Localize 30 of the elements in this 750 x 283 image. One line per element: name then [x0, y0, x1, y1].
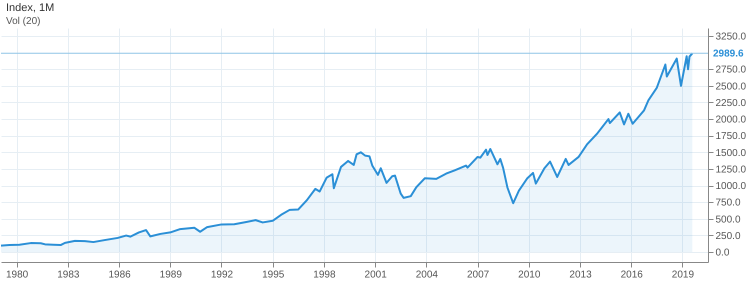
y-tick-label: 750.0 — [716, 198, 741, 209]
y-tick-label: 1750.0 — [716, 131, 747, 142]
y-tick-label: 2500.0 — [716, 81, 747, 92]
y-tick-label: 1000.0 — [716, 181, 747, 192]
x-tick-label: 2001 — [364, 270, 388, 280]
x-tick-label: 1986 — [108, 270, 132, 280]
x-tick-label: 1992 — [210, 270, 234, 280]
x-tick-label: 1995 — [262, 270, 285, 280]
x-tick-label: 2016 — [620, 270, 644, 280]
y-tick-label: 3250.0 — [716, 31, 747, 42]
ref-line-label: 2989.6 — [713, 48, 744, 60]
y-tick-label: 2250.0 — [716, 98, 747, 109]
x-tick-label: 2013 — [569, 270, 592, 280]
y-tick-label: 250.0 — [716, 230, 741, 242]
y-tick-label: 1500.0 — [716, 148, 747, 159]
chart-title: Index, 1M — [6, 2, 54, 14]
x-tick-label: 1983 — [57, 270, 80, 280]
y-tick-label: 500.0 — [716, 214, 741, 226]
y-tick-label: 1250.0 — [716, 164, 747, 176]
y-tick-label: 0.0 — [716, 248, 730, 259]
y-tick-label: 2000.0 — [716, 114, 747, 126]
x-tick-label: 2010 — [518, 270, 541, 280]
x-tick-label: 2019 — [672, 270, 694, 280]
x-tick-label: 1998 — [313, 270, 336, 280]
x-tick-label: 1989 — [160, 270, 182, 280]
x-tick-label: 2004 — [416, 270, 438, 280]
chart-subtitle: Vol (20) — [6, 16, 40, 27]
y-tick-label: 2750.0 — [716, 64, 747, 76]
x-tick-label: 1980 — [6, 270, 29, 280]
x-tick-label: 2007 — [466, 270, 490, 280]
